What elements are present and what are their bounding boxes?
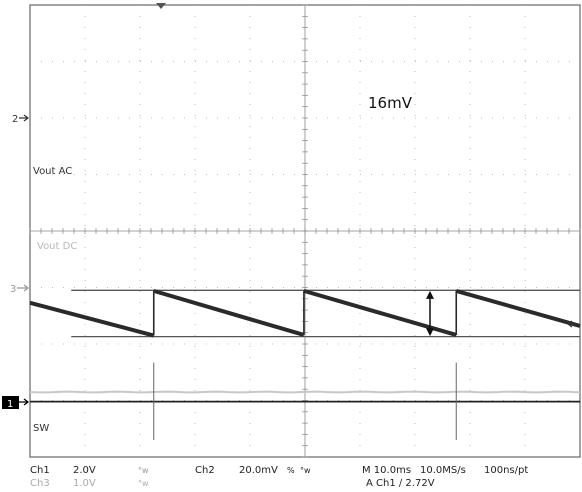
trigger-level-arrow-icon	[567, 320, 578, 328]
ch1-marker-box	[2, 396, 19, 409]
ch2-name: Ch2	[195, 465, 215, 476]
vout-ac-ramp	[455, 288, 581, 328]
ch1-marker-text: 1	[7, 399, 13, 410]
ripple-label: 16mV	[368, 94, 413, 112]
ch3-marker-text: 3	[10, 284, 16, 295]
sample-rate: 10.0MS/s	[420, 465, 466, 476]
ch3-marker-arrow-icon	[17, 284, 29, 292]
ch2-marker-text: 2	[12, 114, 18, 125]
ch1-bw-icon: °w	[138, 466, 149, 475]
vout-ac-label: Vout AC	[33, 166, 72, 177]
vout-dc-label: Vout DC	[37, 241, 77, 252]
ripple-measurement-annotation: 16mV	[368, 94, 434, 337]
vout-ac-ramp	[303, 288, 457, 337]
graticule-grid	[29, 4, 581, 458]
record-resolution: 100ns/pt	[484, 465, 528, 476]
ch1-scale: 2.0V	[73, 465, 96, 476]
ripple-arrow-bottom	[426, 328, 434, 337]
trigger-position-marker-icon	[156, 3, 166, 9]
timebase: M 10.0ms	[362, 465, 411, 476]
ch2-marker-arrow-icon	[19, 114, 29, 122]
ch3-level-marker: 3	[10, 284, 29, 295]
ripple-arrow-top	[426, 290, 434, 299]
ch2-level-marker: 2	[12, 114, 29, 125]
ch1-level-marker: 1	[2, 396, 30, 410]
vout-dc-trace	[29, 390, 581, 394]
vout-ac-trace	[29, 288, 581, 338]
ch1-marker-arrow-icon	[19, 398, 30, 406]
status-bar: Ch1 2.0V °w Ch2 20.0mV % °w M 10.0ms 10.…	[30, 465, 528, 489]
trigger-setting: A Ch1 ∕ 2.72V	[366, 478, 435, 489]
ch2-scale: 20.0mV	[239, 465, 278, 476]
ch3-scale: 1.0V	[73, 478, 96, 489]
ch3-bw-icon: °w	[138, 479, 149, 488]
vout-ac-ramp	[153, 288, 305, 337]
sw-label: SW	[33, 423, 49, 434]
sw-trace	[30, 362, 580, 441]
ch2-bw-icon: °w	[300, 466, 311, 475]
ch2-coupling-icon: %	[287, 466, 295, 475]
ch3-name: Ch3	[30, 478, 50, 489]
vout-ac-ramp	[29, 300, 155, 338]
ch1-name: Ch1	[30, 465, 50, 476]
